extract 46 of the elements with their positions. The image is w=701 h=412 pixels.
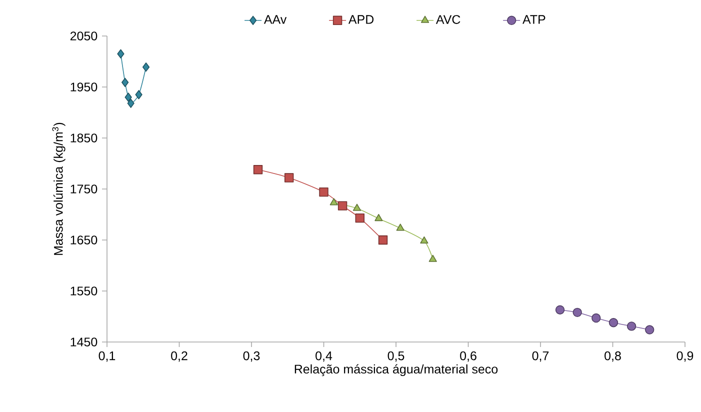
point <box>378 235 388 245</box>
point <box>330 198 338 206</box>
point <box>374 214 383 222</box>
point <box>555 305 565 314</box>
point <box>608 318 618 328</box>
y-tick-label: 1950 <box>70 82 98 92</box>
point <box>420 236 428 244</box>
x-tick-label: 0,9 <box>676 351 694 362</box>
x-tick-label: 0,8 <box>604 351 621 362</box>
y-axis-title: Massa volúmica (kg/m$^{3}$) <box>52 122 66 255</box>
point <box>626 322 636 331</box>
x-tick-label: 0,3 <box>243 351 260 362</box>
x-axis-title: Relação mássica água/material seco <box>294 364 498 376</box>
y-tick-label: 1650 <box>70 236 98 244</box>
legend-label: AAv <box>264 15 287 24</box>
y-tick-label: 1750 <box>70 184 98 194</box>
point <box>396 224 404 231</box>
point <box>253 165 263 174</box>
point <box>117 49 124 58</box>
point <box>572 308 582 318</box>
point <box>284 173 294 182</box>
x-tick-label: 0,7 <box>532 351 549 362</box>
x-tick-label: 0,5 <box>388 351 404 362</box>
x-tick-label: 0,2 <box>171 351 188 362</box>
x-tick-label: 0,1 <box>98 351 116 362</box>
y-tick-label: 1550 <box>70 286 98 296</box>
y-tick-label: 2050 <box>70 32 98 40</box>
point <box>142 62 150 72</box>
legend-label: AVC <box>436 15 460 24</box>
y-tick-label: 1850 <box>70 134 98 142</box>
point <box>645 325 654 334</box>
point <box>319 187 328 197</box>
x-tick-label: 0,4 <box>316 351 332 362</box>
legend-label: APD <box>348 15 374 24</box>
point <box>122 78 129 88</box>
point <box>127 98 134 108</box>
point <box>338 201 348 210</box>
point <box>355 213 364 223</box>
y-tick-label: 1450 <box>70 338 98 346</box>
point <box>124 92 132 102</box>
point <box>352 204 362 211</box>
legend-label: ATP <box>522 15 546 24</box>
point <box>592 313 601 323</box>
point <box>135 90 142 100</box>
point <box>428 254 437 262</box>
x-tick-label: 0,6 <box>460 351 476 362</box>
